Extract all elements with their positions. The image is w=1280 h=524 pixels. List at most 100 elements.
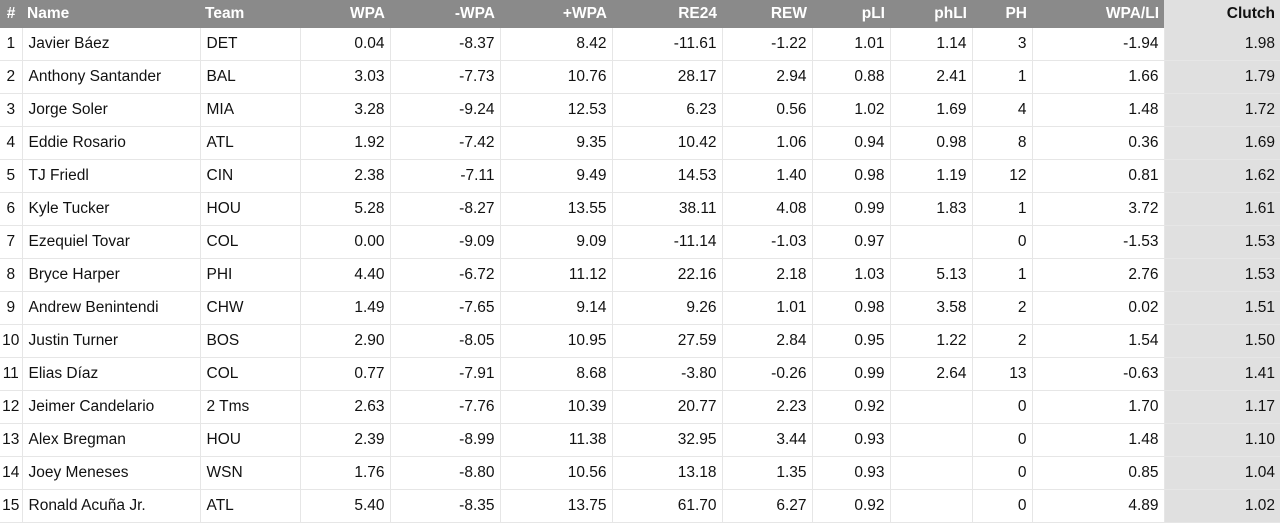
table-cell: 9.49 — [500, 159, 613, 193]
table-cell: 1.02 — [1164, 489, 1280, 523]
table-cell: 4.40 — [300, 258, 391, 292]
column-header[interactable]: # — [0, 0, 22, 28]
table-cell: 3 — [972, 28, 1033, 61]
table-cell: Elias Díaz — [22, 357, 201, 391]
column-header[interactable]: WPA/LI — [1032, 0, 1164, 28]
table-cell: Kyle Tucker — [22, 192, 201, 226]
table-cell: 14.53 — [612, 159, 723, 193]
table-row: 7 Ezequiel Tovar COL 0.00 -9.09 9.09 -11.14 -1.… — [0, 225, 1280, 259]
table-cell: Justin Turner — [22, 324, 201, 358]
table-cell: -7.76 — [390, 390, 501, 424]
table-cell: 3.44 — [722, 423, 813, 457]
table-cell: 1.76 — [300, 456, 391, 490]
table-cell: 9.35 — [500, 126, 613, 160]
table-cell: 1.66 — [1032, 60, 1165, 94]
table-cell: 2.23 — [722, 390, 813, 424]
column-header[interactable]: Clutch — [1164, 0, 1280, 28]
table-cell: Jorge Soler — [22, 93, 201, 127]
table-cell: 1 — [972, 258, 1033, 292]
table-cell: 8 — [972, 126, 1033, 160]
table-row: 15 Ronald Acuña Jr. ATL 5.40 -8.35 13.75 61.70… — [0, 489, 1280, 523]
table-cell: 0.98 — [890, 126, 973, 160]
table-cell: -8.05 — [390, 324, 501, 358]
table-cell: 12 — [0, 390, 23, 424]
table-cell: 13.55 — [500, 192, 613, 226]
table-cell: 12 — [972, 159, 1033, 193]
column-header[interactable]: RE24 — [612, 0, 722, 28]
table-cell: 5.40 — [300, 489, 391, 523]
table-cell: 13.18 — [612, 456, 723, 490]
table-cell: 28.17 — [612, 60, 723, 94]
column-header[interactable]: Team — [200, 0, 300, 28]
table-cell: 1.69 — [1164, 126, 1280, 160]
table-cell: 0 — [972, 390, 1033, 424]
table-cell: 2.39 — [300, 423, 391, 457]
table-cell: -7.73 — [390, 60, 501, 94]
table-row: 1 Javier Báez DET 0.04 -8.37 8.42 -11.61 -1.22 1… — [0, 28, 1280, 61]
table-cell: 10.76 — [500, 60, 613, 94]
table-cell: WSN — [200, 456, 301, 490]
table-cell: 0.81 — [1032, 159, 1165, 193]
column-header[interactable]: +WPA — [500, 0, 612, 28]
table-cell: 1.06 — [722, 126, 813, 160]
table-cell: -0.63 — [1032, 357, 1165, 391]
table-cell: 1.53 — [1164, 225, 1280, 259]
table-cell: MIA — [200, 93, 301, 127]
column-header[interactable]: Name — [22, 0, 200, 28]
column-header[interactable]: -WPA — [390, 0, 500, 28]
table-cell: 1.40 — [722, 159, 813, 193]
table-cell: CIN — [200, 159, 301, 193]
table-cell: 27.59 — [612, 324, 723, 358]
table-cell: -7.42 — [390, 126, 501, 160]
table-cell: 20.77 — [612, 390, 723, 424]
table-cell: DET — [200, 28, 301, 61]
table-cell: Alex Bregman — [22, 423, 201, 457]
table-cell: 3.72 — [1032, 192, 1165, 226]
table-cell: 1.22 — [890, 324, 973, 358]
table-cell: 6.23 — [612, 93, 723, 127]
table-row: 11 Elias Díaz COL 0.77 -7.91 8.68 -3.80 -0.26 0.… — [0, 357, 1280, 391]
table-row: 2 Anthony Santander BAL 3.03 -7.73 10.76 28.17… — [0, 60, 1280, 94]
table-cell: 2 — [972, 291, 1033, 325]
table-cell: 8.42 — [500, 28, 613, 61]
table-cell: Jeimer Candelario — [22, 390, 201, 424]
table-cell: 1 — [0, 28, 23, 61]
table-cell: -8.37 — [390, 28, 501, 61]
table-row: 12 Jeimer Candelario 2 Tms 2.63 -7.76 10.39 20… — [0, 390, 1280, 424]
table-cell: Joey Meneses — [22, 456, 201, 490]
table-cell: 1.48 — [1032, 93, 1165, 127]
table-cell: -1.53 — [1032, 225, 1165, 259]
column-header[interactable]: PH — [972, 0, 1032, 28]
table-cell: 0.02 — [1032, 291, 1165, 325]
table-cell: Eddie Rosario — [22, 126, 201, 160]
table-cell: -0.26 — [722, 357, 813, 391]
table-cell: 2 Tms — [200, 390, 301, 424]
column-header[interactable]: WPA — [300, 0, 390, 28]
table-cell: 10.56 — [500, 456, 613, 490]
table-cell: Anthony Santander — [22, 60, 201, 94]
table-cell: 0.93 — [812, 423, 891, 457]
table-cell: Bryce Harper — [22, 258, 201, 292]
table-cell: 1.48 — [1032, 423, 1165, 457]
table-cell: 22.16 — [612, 258, 723, 292]
table-cell — [890, 456, 973, 490]
table-row: 6 Kyle Tucker HOU 5.28 -8.27 13.55 38.11 4.08 0.… — [0, 192, 1280, 226]
table-cell: -9.24 — [390, 93, 501, 127]
table-cell: 10.42 — [612, 126, 723, 160]
column-header[interactable]: REW — [722, 0, 812, 28]
table-cell: -9.09 — [390, 225, 501, 259]
table-cell: 15 — [0, 489, 23, 523]
table-cell: 4 — [972, 93, 1033, 127]
table-cell: 12.53 — [500, 93, 613, 127]
table-cell: 2.84 — [722, 324, 813, 358]
table-cell: -8.35 — [390, 489, 501, 523]
table-cell: ATL — [200, 126, 301, 160]
column-header[interactable]: phLI — [890, 0, 972, 28]
table-cell: 0.99 — [812, 192, 891, 226]
table-cell: 2.64 — [890, 357, 973, 391]
table-cell: -7.11 — [390, 159, 501, 193]
table-cell: -8.27 — [390, 192, 501, 226]
table-cell: 2 — [0, 60, 23, 94]
column-header[interactable]: pLI — [812, 0, 890, 28]
